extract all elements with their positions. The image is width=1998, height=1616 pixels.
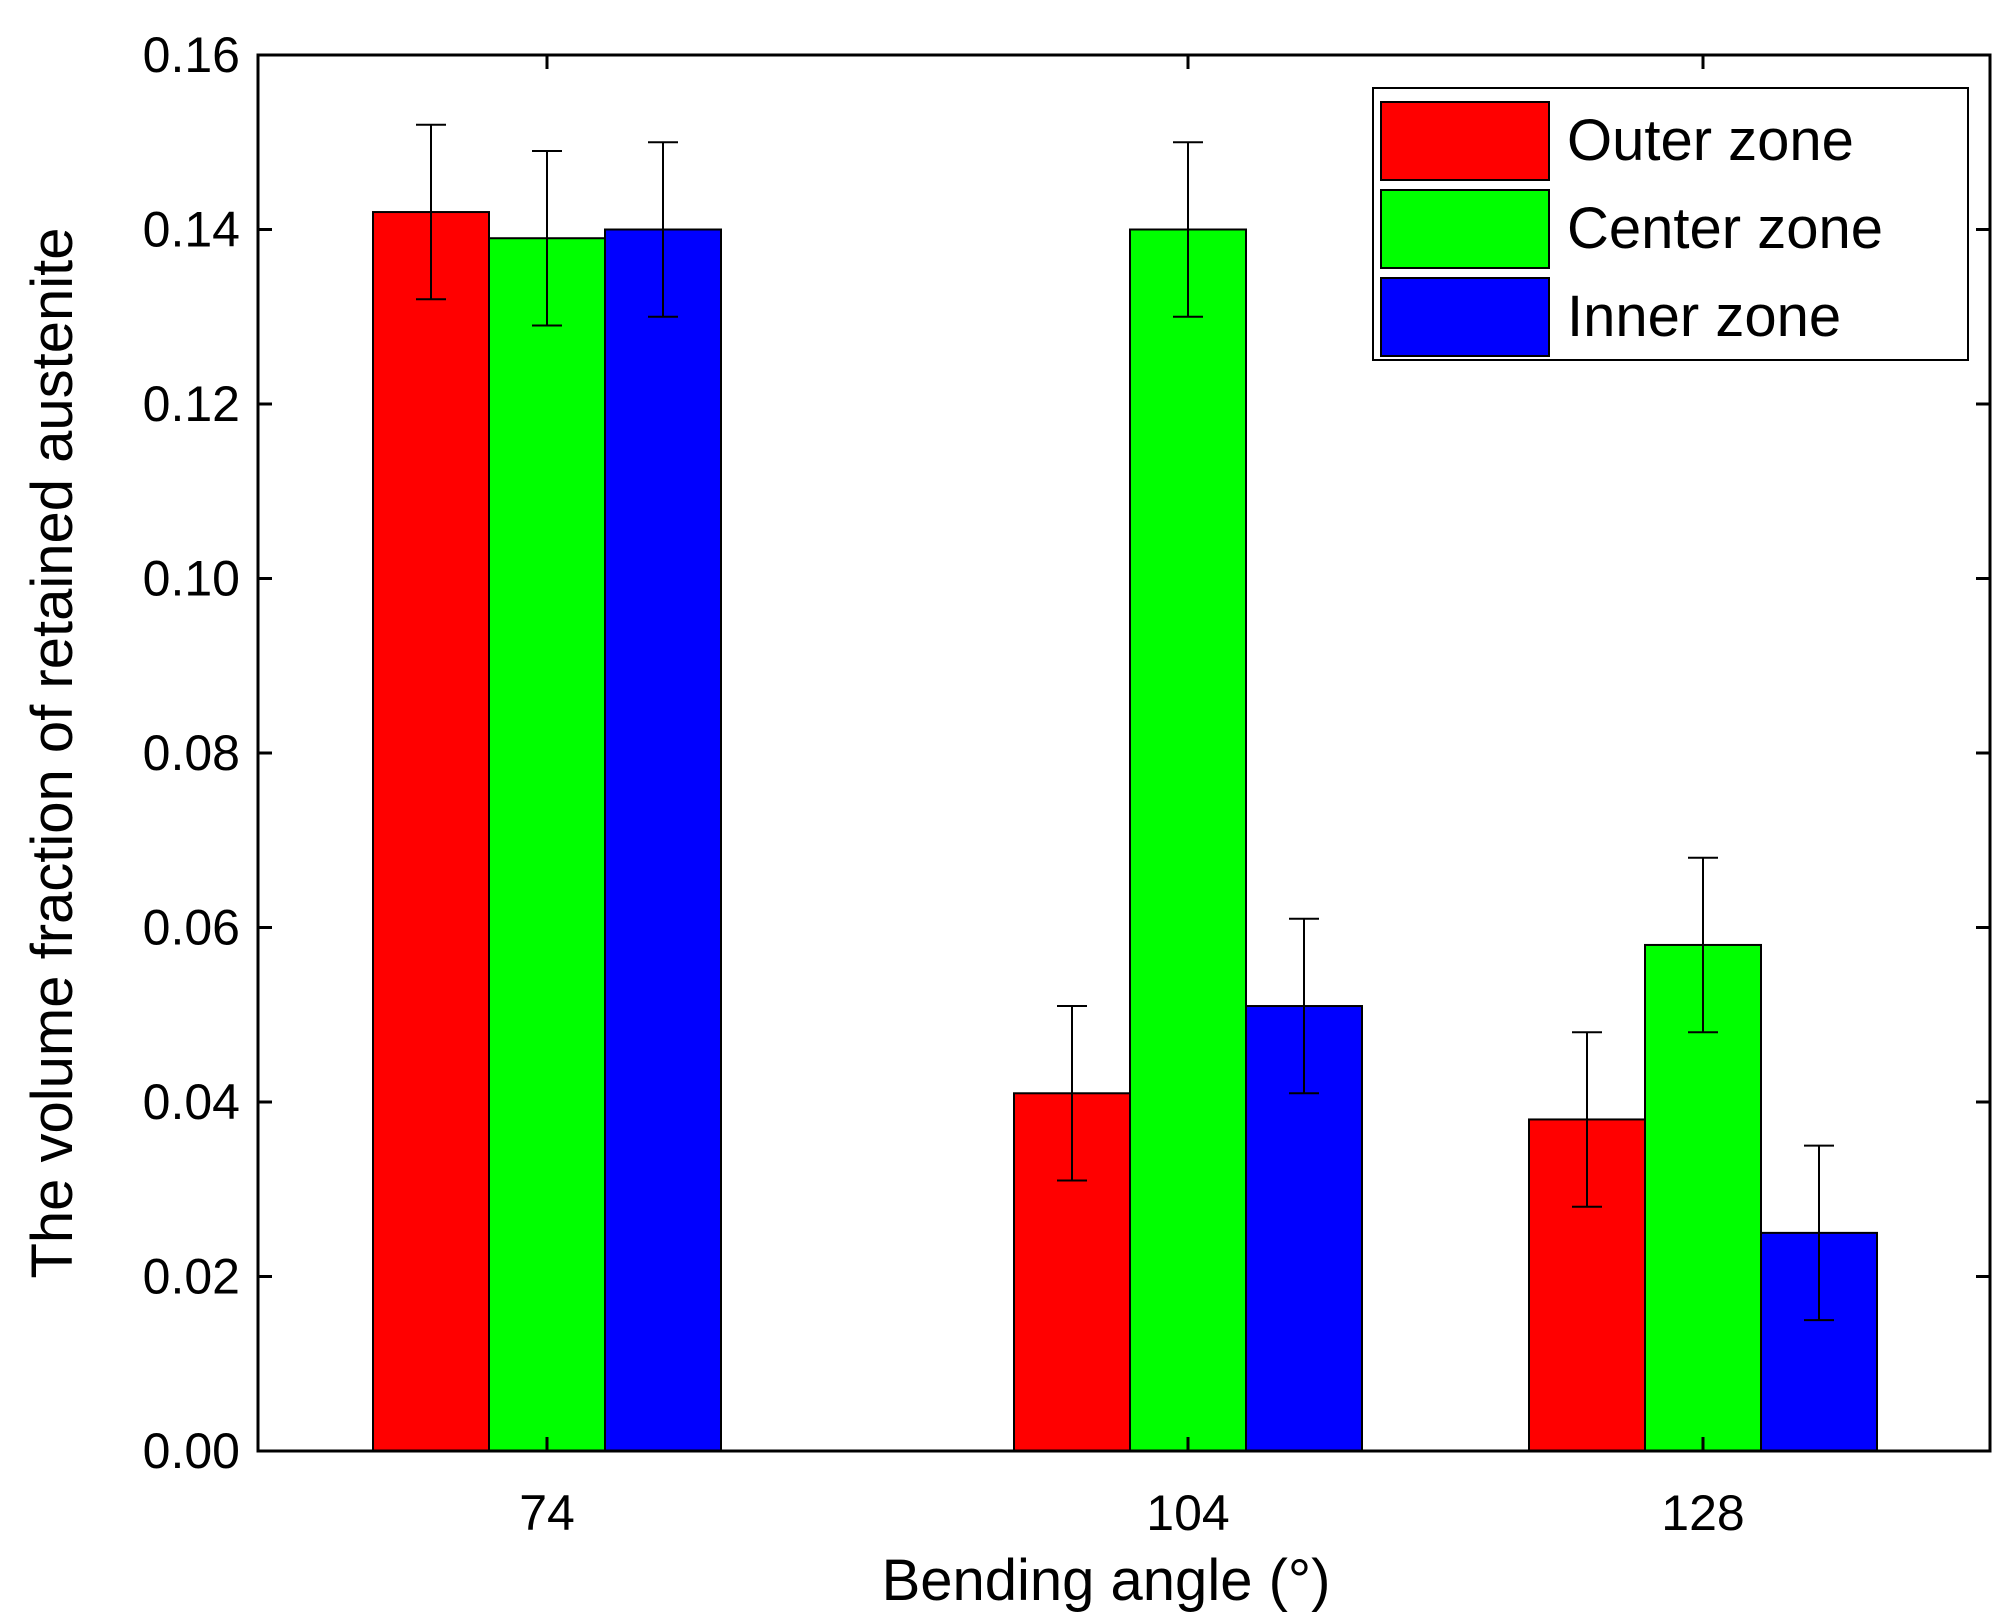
error-bar-center-zone-104: [1173, 141, 1203, 318]
y-tick-label: 0.12: [143, 376, 240, 432]
error-bar-outer-zone-104: [1057, 1005, 1087, 1182]
legend-item-center-zone: Center zone: [1380, 189, 1883, 269]
legend-item-outer-zone: Outer zone: [1380, 101, 1854, 181]
y-tick-label: 0.14: [143, 202, 240, 258]
y-tick-label: 0.00: [143, 1423, 240, 1479]
y-tick-label: 0.04: [143, 1074, 240, 1130]
legend-swatch: [1380, 277, 1550, 357]
error-bar-center-zone-128: [1688, 856, 1718, 1034]
legend: Outer zone Center zone Inner zone: [1372, 87, 1969, 361]
y-tick-label: 0.16: [143, 27, 240, 83]
y-tick-label: 0.08: [143, 725, 240, 781]
legend-label: Inner zone: [1567, 284, 1841, 349]
y-tick-label: 0.06: [143, 900, 240, 956]
legend-swatch: [1380, 189, 1550, 269]
error-bar-outer-zone-74: [416, 123, 446, 301]
error-bar-inner-zone-104: [1289, 917, 1319, 1095]
bar-outer-zone-74: [372, 211, 490, 1452]
error-bars-layer: [416, 123, 1834, 1322]
bar-inner-zone-74: [604, 228, 722, 1452]
x-tick-label: 128: [1661, 1485, 1744, 1541]
x-tick-label: 104: [1146, 1485, 1229, 1541]
bar-center-zone-74: [488, 237, 606, 1453]
x-tick-label: 74: [519, 1485, 575, 1541]
legend-label: Outer zone: [1567, 108, 1854, 173]
legend-swatch: [1380, 101, 1550, 181]
error-bar-outer-zone-128: [1572, 1031, 1602, 1208]
axes-layer: 0.00 0.02 0.04 0.06 0.08 0.10 0.12 0.14 0.16 74 10…: [20, 27, 1992, 1613]
y-tick-label: 0.02: [143, 1249, 240, 1305]
bar-center-zone-104: [1129, 228, 1247, 1452]
error-bar-inner-zone-128: [1804, 1144, 1834, 1322]
error-bar-center-zone-74: [532, 149, 562, 327]
legend-label: Center zone: [1567, 196, 1883, 261]
x-axis-title: Bending angle (°): [882, 1548, 1331, 1613]
error-bar-inner-zone-74: [648, 141, 678, 318]
y-tick-label: 0.10: [143, 551, 240, 607]
legend-item-inner-zone: Inner zone: [1380, 277, 1841, 357]
y-axis-title: The volume fraction of retained austenit…: [20, 227, 85, 1278]
